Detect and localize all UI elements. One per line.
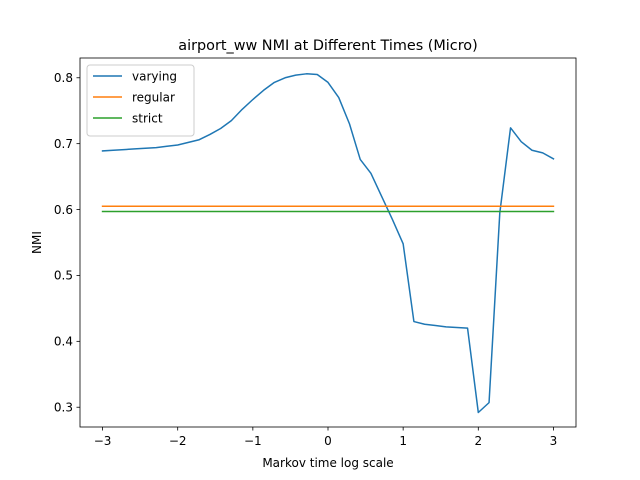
y-tick-label: 0.5 (54, 269, 73, 283)
x-tick-label: −2 (169, 434, 187, 448)
x-tick-label: 1 (399, 434, 407, 448)
y-tick-label: 0.3 (54, 401, 73, 415)
x-tick-label: 3 (550, 434, 558, 448)
x-tick-label: 0 (324, 434, 332, 448)
series-line-varying (101, 73, 555, 414)
legend: varying regular strict (86, 64, 195, 137)
x-tick-label: −1 (244, 434, 262, 448)
legend-label-regular: regular (132, 90, 175, 104)
x-tick-label: −3 (94, 434, 112, 448)
plot-lines (101, 73, 555, 414)
x-axis-label: Markov time log scale (262, 456, 393, 470)
legend-label-strict: strict (132, 111, 163, 125)
y-tick-label: 0.4 (54, 335, 73, 349)
x-tick-label: 2 (474, 434, 482, 448)
legend-label-varying: varying (132, 69, 177, 83)
x-axis-ticks: −3 −2 −1 0 1 2 3 (94, 427, 558, 448)
y-axis-label: NMI (30, 231, 44, 254)
y-axis-ticks: 0.3 0.4 0.5 0.6 0.7 0.8 (54, 71, 80, 415)
y-tick-label: 0.8 (54, 71, 73, 85)
y-tick-label: 0.7 (54, 137, 73, 151)
y-tick-label: 0.6 (54, 203, 73, 217)
chart-title: airport_ww NMI at Different Times (Micro… (178, 38, 477, 54)
